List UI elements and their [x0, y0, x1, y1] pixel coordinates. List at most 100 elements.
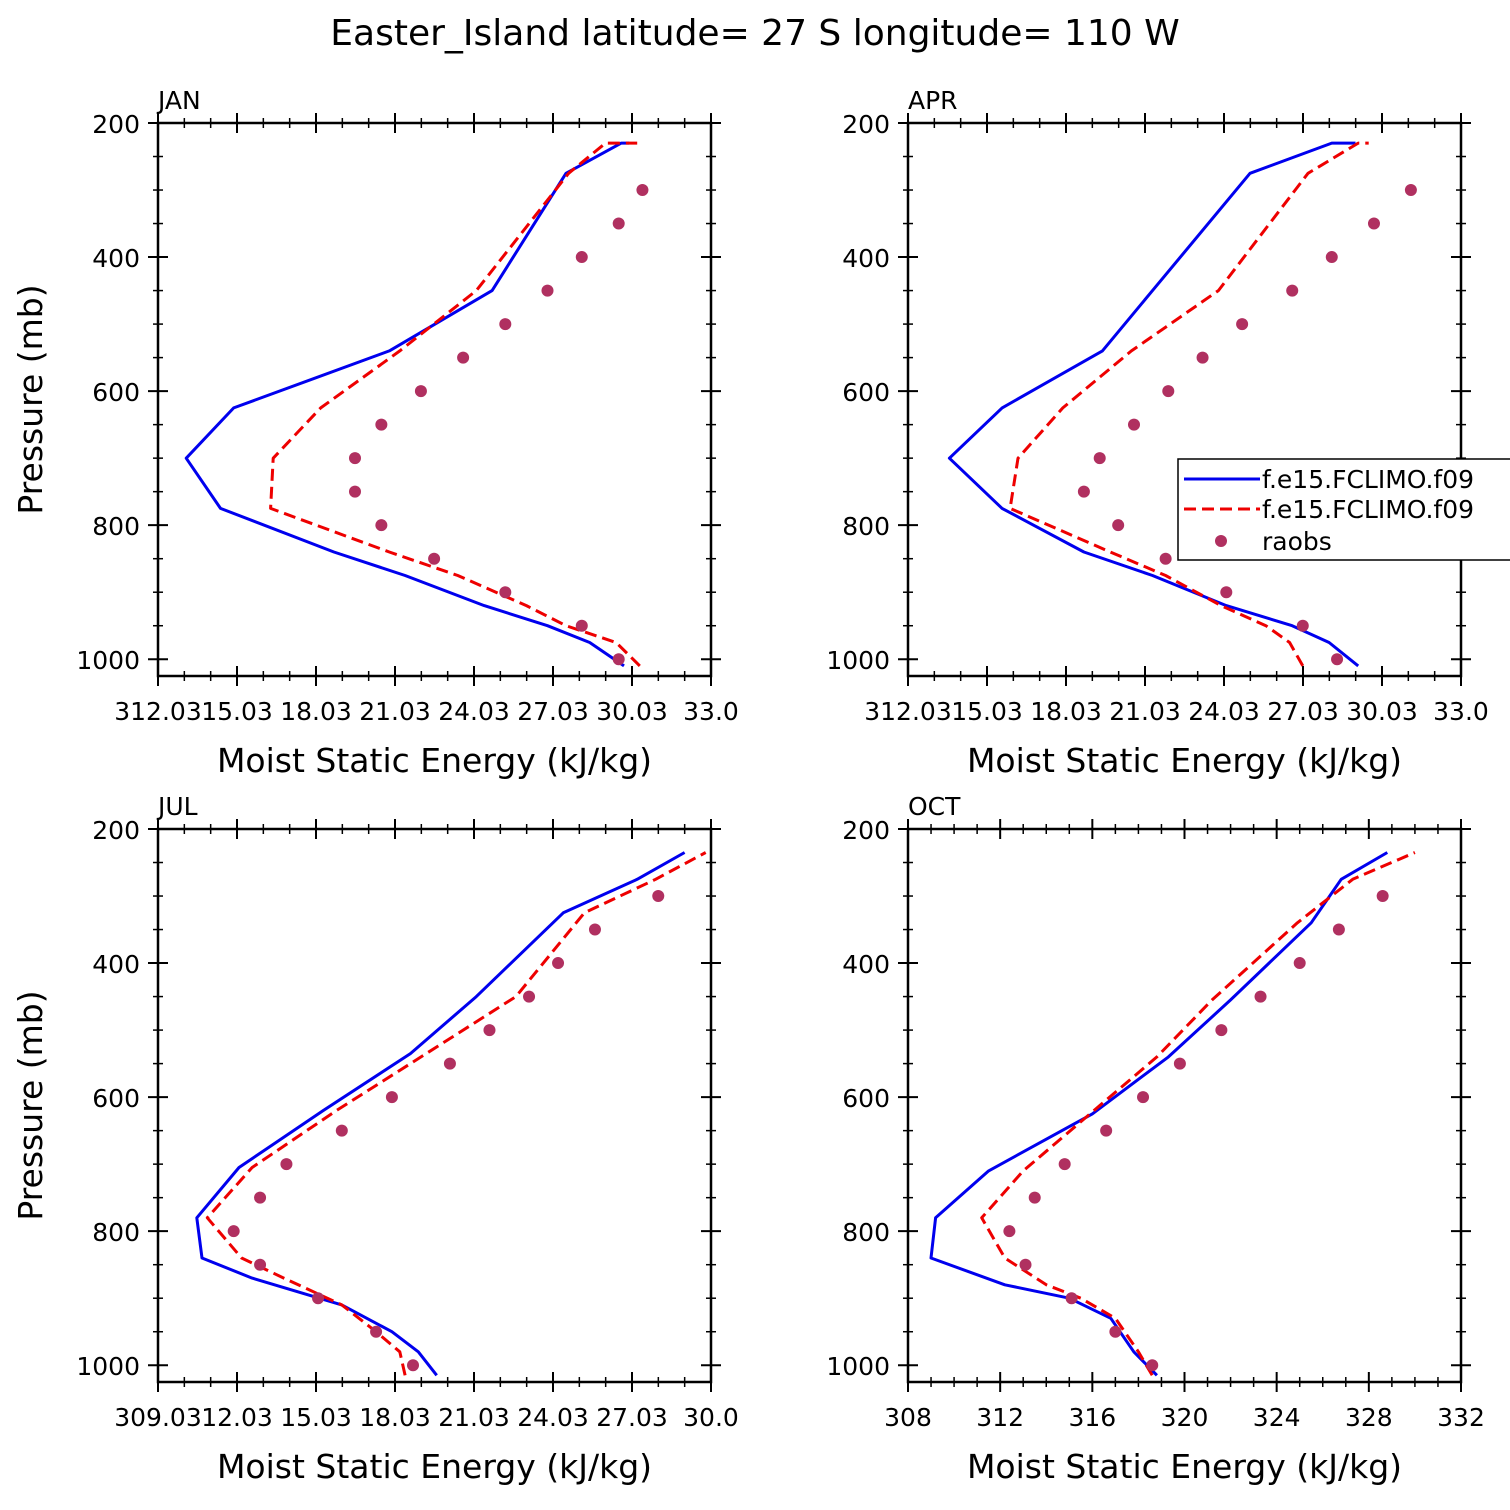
legend-box	[1177, 458, 1510, 561]
raobs-point	[1077, 485, 1090, 498]
panel-label: JUL	[156, 792, 198, 821]
panel-label: APR	[908, 86, 958, 115]
raobs-point	[523, 990, 536, 1003]
raobs-point	[1127, 418, 1140, 431]
x-tick-label: 15.03	[951, 697, 1023, 726]
raobs-point	[499, 318, 512, 331]
raobs-point	[1215, 1024, 1228, 1037]
x-tick-label: 15.03	[201, 697, 273, 726]
raobs-point	[1100, 1124, 1113, 1137]
x-tick-label: 24.03	[438, 697, 510, 726]
series-group	[929, 851, 1416, 1377]
y-axis-label: Pressure (mb)	[11, 284, 50, 514]
raobs-point	[636, 184, 649, 197]
series-group	[195, 851, 707, 1377]
plot-frame	[156, 121, 713, 678]
y-tick-label: 800	[92, 1218, 140, 1247]
raobs-point	[428, 552, 441, 565]
raobs-point	[335, 1124, 348, 1137]
x-tick-label: 30.0	[683, 1403, 739, 1432]
x-axis-label: Moist Static Energy (kJ/kg)	[967, 1447, 1402, 1486]
raobs-point	[1109, 1325, 1122, 1338]
x-tick-label: 21.03	[1109, 697, 1181, 726]
raobs-point	[1220, 586, 1233, 599]
x-tick-label: 24.03	[517, 1403, 589, 1432]
x-tick-label: 316	[1068, 1403, 1116, 1432]
series-group	[184, 141, 649, 668]
x-tick-label: 21.03	[359, 697, 431, 726]
y-tick-label: 400	[842, 244, 890, 273]
raobs-point	[1112, 519, 1125, 532]
y-tick-label: 800	[842, 1218, 890, 1247]
raobs-point	[1019, 1258, 1032, 1271]
x-tick-label: 24.03	[1188, 697, 1260, 726]
x-tick-label: 30.03	[1346, 697, 1418, 726]
raobs-point	[348, 452, 361, 465]
model-line-solid	[184, 141, 630, 668]
x-tick-label: 309.03	[114, 1403, 201, 1432]
raobs-point	[1003, 1225, 1016, 1238]
y-tick-label: 400	[92, 950, 140, 979]
model-line-solid	[947, 141, 1360, 668]
y-tick-label: 800	[842, 512, 890, 541]
raobs-point	[483, 1024, 496, 1037]
panel-label: OCT	[908, 792, 961, 821]
model-line-solid	[195, 851, 686, 1377]
raobs-point	[1367, 217, 1380, 230]
raobs-point	[1162, 385, 1175, 398]
x-tick-label: 308	[884, 1403, 932, 1432]
y-tick-label: 600	[842, 1084, 890, 1113]
model-line-solid	[929, 851, 1389, 1377]
raobs-point	[1254, 990, 1267, 1003]
raobs-point	[1325, 251, 1338, 264]
y-tick-label: 1000	[826, 1352, 890, 1381]
x-axis-label: Moist Static Energy (kJ/kg)	[217, 741, 652, 780]
raobs-point	[375, 418, 388, 431]
raobs-point	[1028, 1191, 1041, 1204]
y-tick-label: 200	[92, 110, 140, 139]
y-tick-label: 1000	[826, 646, 890, 675]
raobs-point	[1286, 284, 1299, 297]
x-tick-label: 328	[1345, 1403, 1393, 1432]
raobs-point	[254, 1258, 267, 1271]
x-tick-label: 33.0	[683, 697, 739, 726]
plot-frame	[906, 121, 1463, 678]
x-tick-label: 320	[1161, 1403, 1209, 1432]
panel-jan: 312.03 15.03 18.03 21.03 24.03 27.03 30.03 33.0…	[11, 86, 739, 780]
y-axis-label: Pressure (mb)	[11, 990, 50, 1220]
raobs-point	[443, 1057, 456, 1070]
y-tick-label: 1000	[76, 646, 140, 675]
model-line-dashed	[980, 851, 1416, 1377]
legend-entry-label: f.e15.FCLIMO.f09	[1262, 465, 1474, 494]
y-tick-label: 200	[842, 110, 890, 139]
raobs-point	[541, 284, 554, 297]
raobs-point	[652, 890, 665, 903]
x-tick-label: 312.03	[114, 697, 201, 726]
x-tick-label: 18.03	[1030, 697, 1102, 726]
raobs-point	[375, 519, 388, 532]
raobs-point	[280, 1158, 293, 1171]
raobs-point	[1332, 923, 1345, 936]
panels-group: 312.03 15.03 18.03 21.03 24.03 27.03 30.03 33.0…	[11, 86, 1489, 1486]
raobs-point	[552, 957, 565, 970]
y-tick-label: 600	[92, 378, 140, 407]
raobs-point	[1404, 184, 1417, 197]
raobs-point	[1376, 890, 1389, 903]
y-tick-label: 200	[92, 816, 140, 845]
raobs-point	[1331, 653, 1344, 666]
raobs-point	[588, 923, 601, 936]
raobs-point	[1159, 552, 1172, 565]
panel-label: JAN	[156, 86, 201, 115]
raobs-point	[407, 1359, 420, 1372]
raobs-point	[1146, 1359, 1159, 1372]
panel-apr: 312.03 15.03 18.03 21.03 24.03 27.03 30.03 33.0…	[826, 86, 1488, 780]
raobs-point	[1236, 318, 1249, 331]
raobs-point	[1093, 452, 1106, 465]
y-tick-label: 1000	[76, 1352, 140, 1381]
legend-entry-label: raobs	[1262, 527, 1332, 556]
raobs-point	[1065, 1292, 1078, 1305]
raobs-point	[1173, 1057, 1186, 1070]
raobs-point	[312, 1292, 325, 1305]
x-tick-label: 15.03	[280, 1403, 352, 1432]
